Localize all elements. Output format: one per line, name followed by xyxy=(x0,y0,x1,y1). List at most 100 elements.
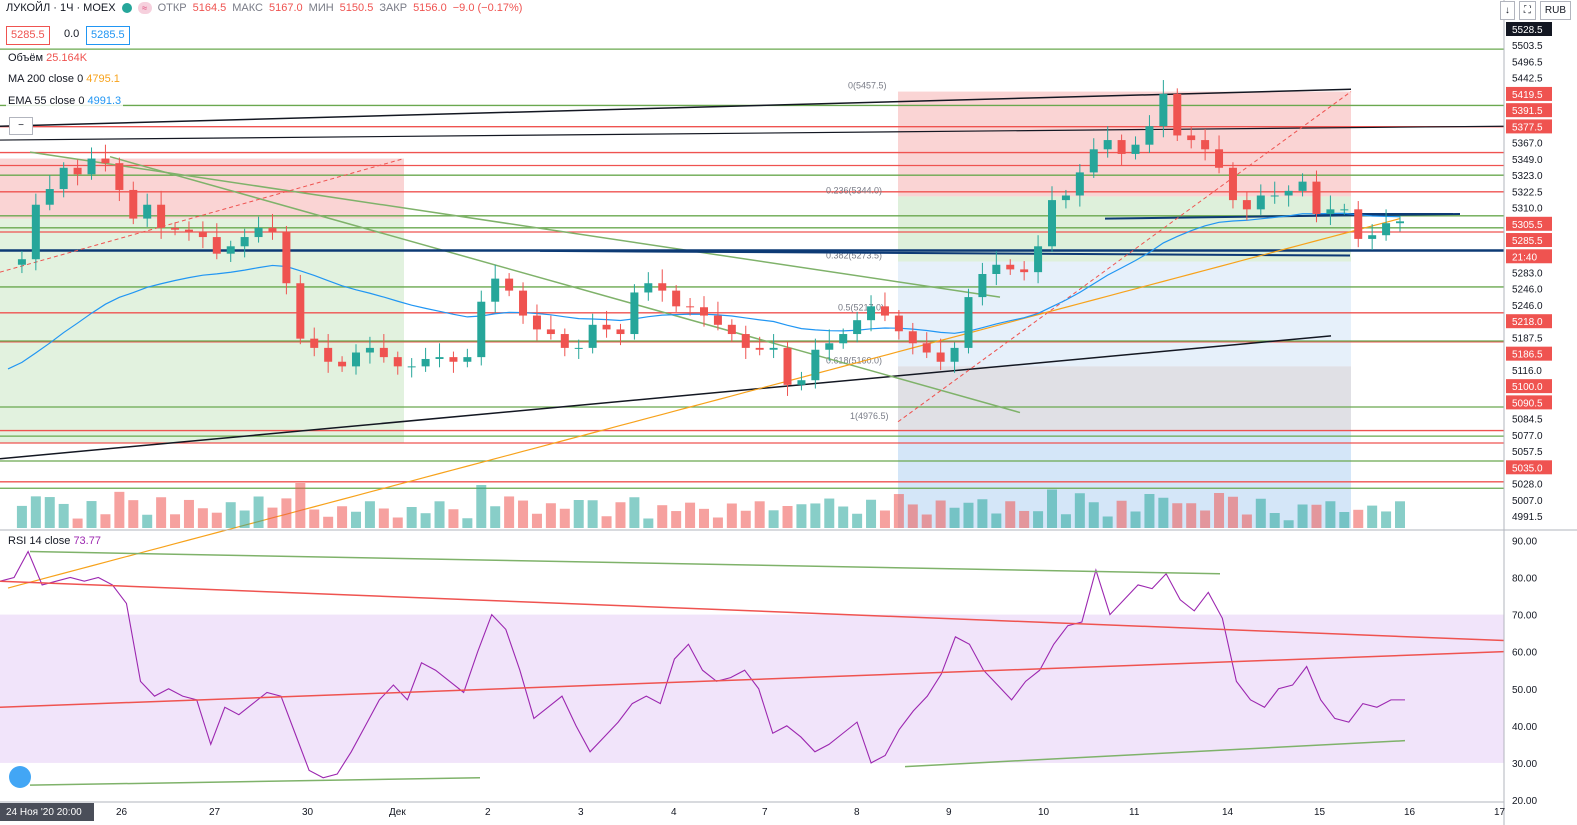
price-label-box xyxy=(1506,86,1552,101)
volume-bar xyxy=(852,513,863,528)
candle-body xyxy=(1201,140,1210,150)
low-value: 5150.5 xyxy=(339,2,374,14)
candle-body xyxy=(435,357,444,359)
time-tick-label: 14 xyxy=(1222,807,1234,818)
candle-body xyxy=(1368,235,1377,239)
volume-bar xyxy=(1395,501,1405,528)
candle-body xyxy=(727,324,736,335)
rsi-trendline-green-1 xyxy=(29,550,1221,575)
candle-body xyxy=(616,329,625,335)
fib-zone-base xyxy=(898,366,1351,432)
high-label: МАКС xyxy=(232,2,263,14)
time-tick-label: 3 xyxy=(578,807,584,818)
price-label-box xyxy=(1506,119,1552,134)
trendline-green-1 xyxy=(29,151,1001,298)
time-tick-label: 9 xyxy=(946,807,952,818)
candle-body xyxy=(546,329,555,335)
price-tick-label: 5186.5 xyxy=(1512,350,1543,361)
volume-bar xyxy=(1269,513,1280,528)
candle-body xyxy=(574,347,583,349)
price-label-box xyxy=(1506,216,1552,231)
candle-body xyxy=(1270,195,1279,197)
change-value: −9.0 (−0.17%) xyxy=(452,2,523,14)
sell-price-button[interactable]: 5285.5 xyxy=(6,26,50,45)
price-tick-label: 5035.0 xyxy=(1512,463,1543,474)
price-tick-label: 5377.5 xyxy=(1512,122,1543,133)
rsi-tick-label: 70.00 xyxy=(1512,611,1537,622)
candle-body xyxy=(393,357,402,367)
volume-bar xyxy=(142,514,153,528)
low-label: МИН xyxy=(308,2,334,14)
currency-button[interactable]: RUB xyxy=(1539,1,1571,20)
candle-body xyxy=(31,204,40,260)
volume-bar xyxy=(754,501,765,528)
volume-bar xyxy=(1339,512,1350,528)
volume-bar xyxy=(615,502,626,528)
time-tick-label: 30 xyxy=(302,807,314,818)
rsi-legend[interactable]: RSI 14 close 73.77 xyxy=(6,535,103,547)
candle-body xyxy=(839,334,848,344)
price-tick-label: 5218.0 xyxy=(1512,317,1543,328)
candle-body xyxy=(700,307,708,316)
time-tick-label: Дек xyxy=(389,807,406,818)
price-tick-label: 5442.5 xyxy=(1512,74,1543,85)
volume-bar xyxy=(991,513,1002,528)
candle-body xyxy=(1187,135,1196,141)
fib-level-label: 0.618(5160.0) xyxy=(826,355,882,365)
volume-bar xyxy=(406,507,417,528)
volume-bar xyxy=(1158,497,1169,528)
volume-value: 25.164K xyxy=(46,52,88,64)
price-label-box xyxy=(1506,314,1552,329)
volume-bar xyxy=(768,510,779,528)
price-tick-label: 5528.5 xyxy=(1512,25,1543,36)
spread-value: 0.0 xyxy=(60,26,84,43)
symbol-title[interactable]: ЛУКОЙЛ · 1Ч · MOEX xyxy=(6,2,116,14)
candle-body xyxy=(894,315,903,332)
volume-bar xyxy=(16,505,27,528)
candle-body xyxy=(1326,209,1335,214)
volume-bar xyxy=(183,499,194,528)
minus-icon[interactable]: − xyxy=(9,117,33,135)
price-tick-label: 5100.0 xyxy=(1512,382,1543,393)
ma-value: 4795.1 xyxy=(86,73,120,85)
candle-body xyxy=(769,347,778,350)
price-tick-label: 5090.5 xyxy=(1512,398,1543,409)
ma-legend[interactable]: MA 200 close 0 4795.1 xyxy=(6,73,122,85)
volume-bar xyxy=(364,501,375,528)
volume-bar xyxy=(726,503,737,528)
ema-legend[interactable]: EMA 55 close 0 4991.3 xyxy=(6,95,124,107)
candle-body xyxy=(407,366,416,368)
price-label-box xyxy=(1506,460,1552,475)
volume-bar xyxy=(225,502,236,528)
volume-bar xyxy=(170,514,181,528)
scroll-down-icon[interactable]: ↓ xyxy=(1499,1,1515,20)
volume-bar xyxy=(462,518,473,528)
price-tick-label: 5419.5 xyxy=(1512,90,1543,101)
buy-price-button[interactable]: 5285.5 xyxy=(86,26,130,45)
wave-icon: ≈ xyxy=(137,2,152,14)
candle-body xyxy=(672,290,681,307)
price-label-box xyxy=(1506,249,1552,264)
candle-body xyxy=(1298,181,1307,191)
volume-bar xyxy=(1144,494,1155,528)
volume-legend[interactable]: Объём 25.164K xyxy=(6,52,90,64)
volume-bar xyxy=(197,508,208,528)
volume-bar xyxy=(490,506,501,528)
price-tick-label: 5057.5 xyxy=(1512,447,1543,458)
candle-body xyxy=(421,358,430,367)
rsi-tick-label: 80.00 xyxy=(1512,574,1537,585)
volume-bar xyxy=(1255,498,1266,528)
time-tick-label: 16 xyxy=(1404,807,1416,818)
time-label-box xyxy=(0,803,94,821)
candle-body xyxy=(1340,209,1349,211)
volume-bar xyxy=(1116,500,1127,528)
candle-body xyxy=(783,347,792,385)
volume-bar xyxy=(44,497,55,528)
price-tick-label: 5503.5 xyxy=(1512,41,1543,52)
time-tick-label: 8 xyxy=(854,807,860,818)
volume-bar xyxy=(156,497,167,528)
volume-bar xyxy=(448,509,459,528)
volume-bar xyxy=(58,503,69,528)
fullscreen-icon[interactable]: ⛶ xyxy=(1518,1,1536,20)
